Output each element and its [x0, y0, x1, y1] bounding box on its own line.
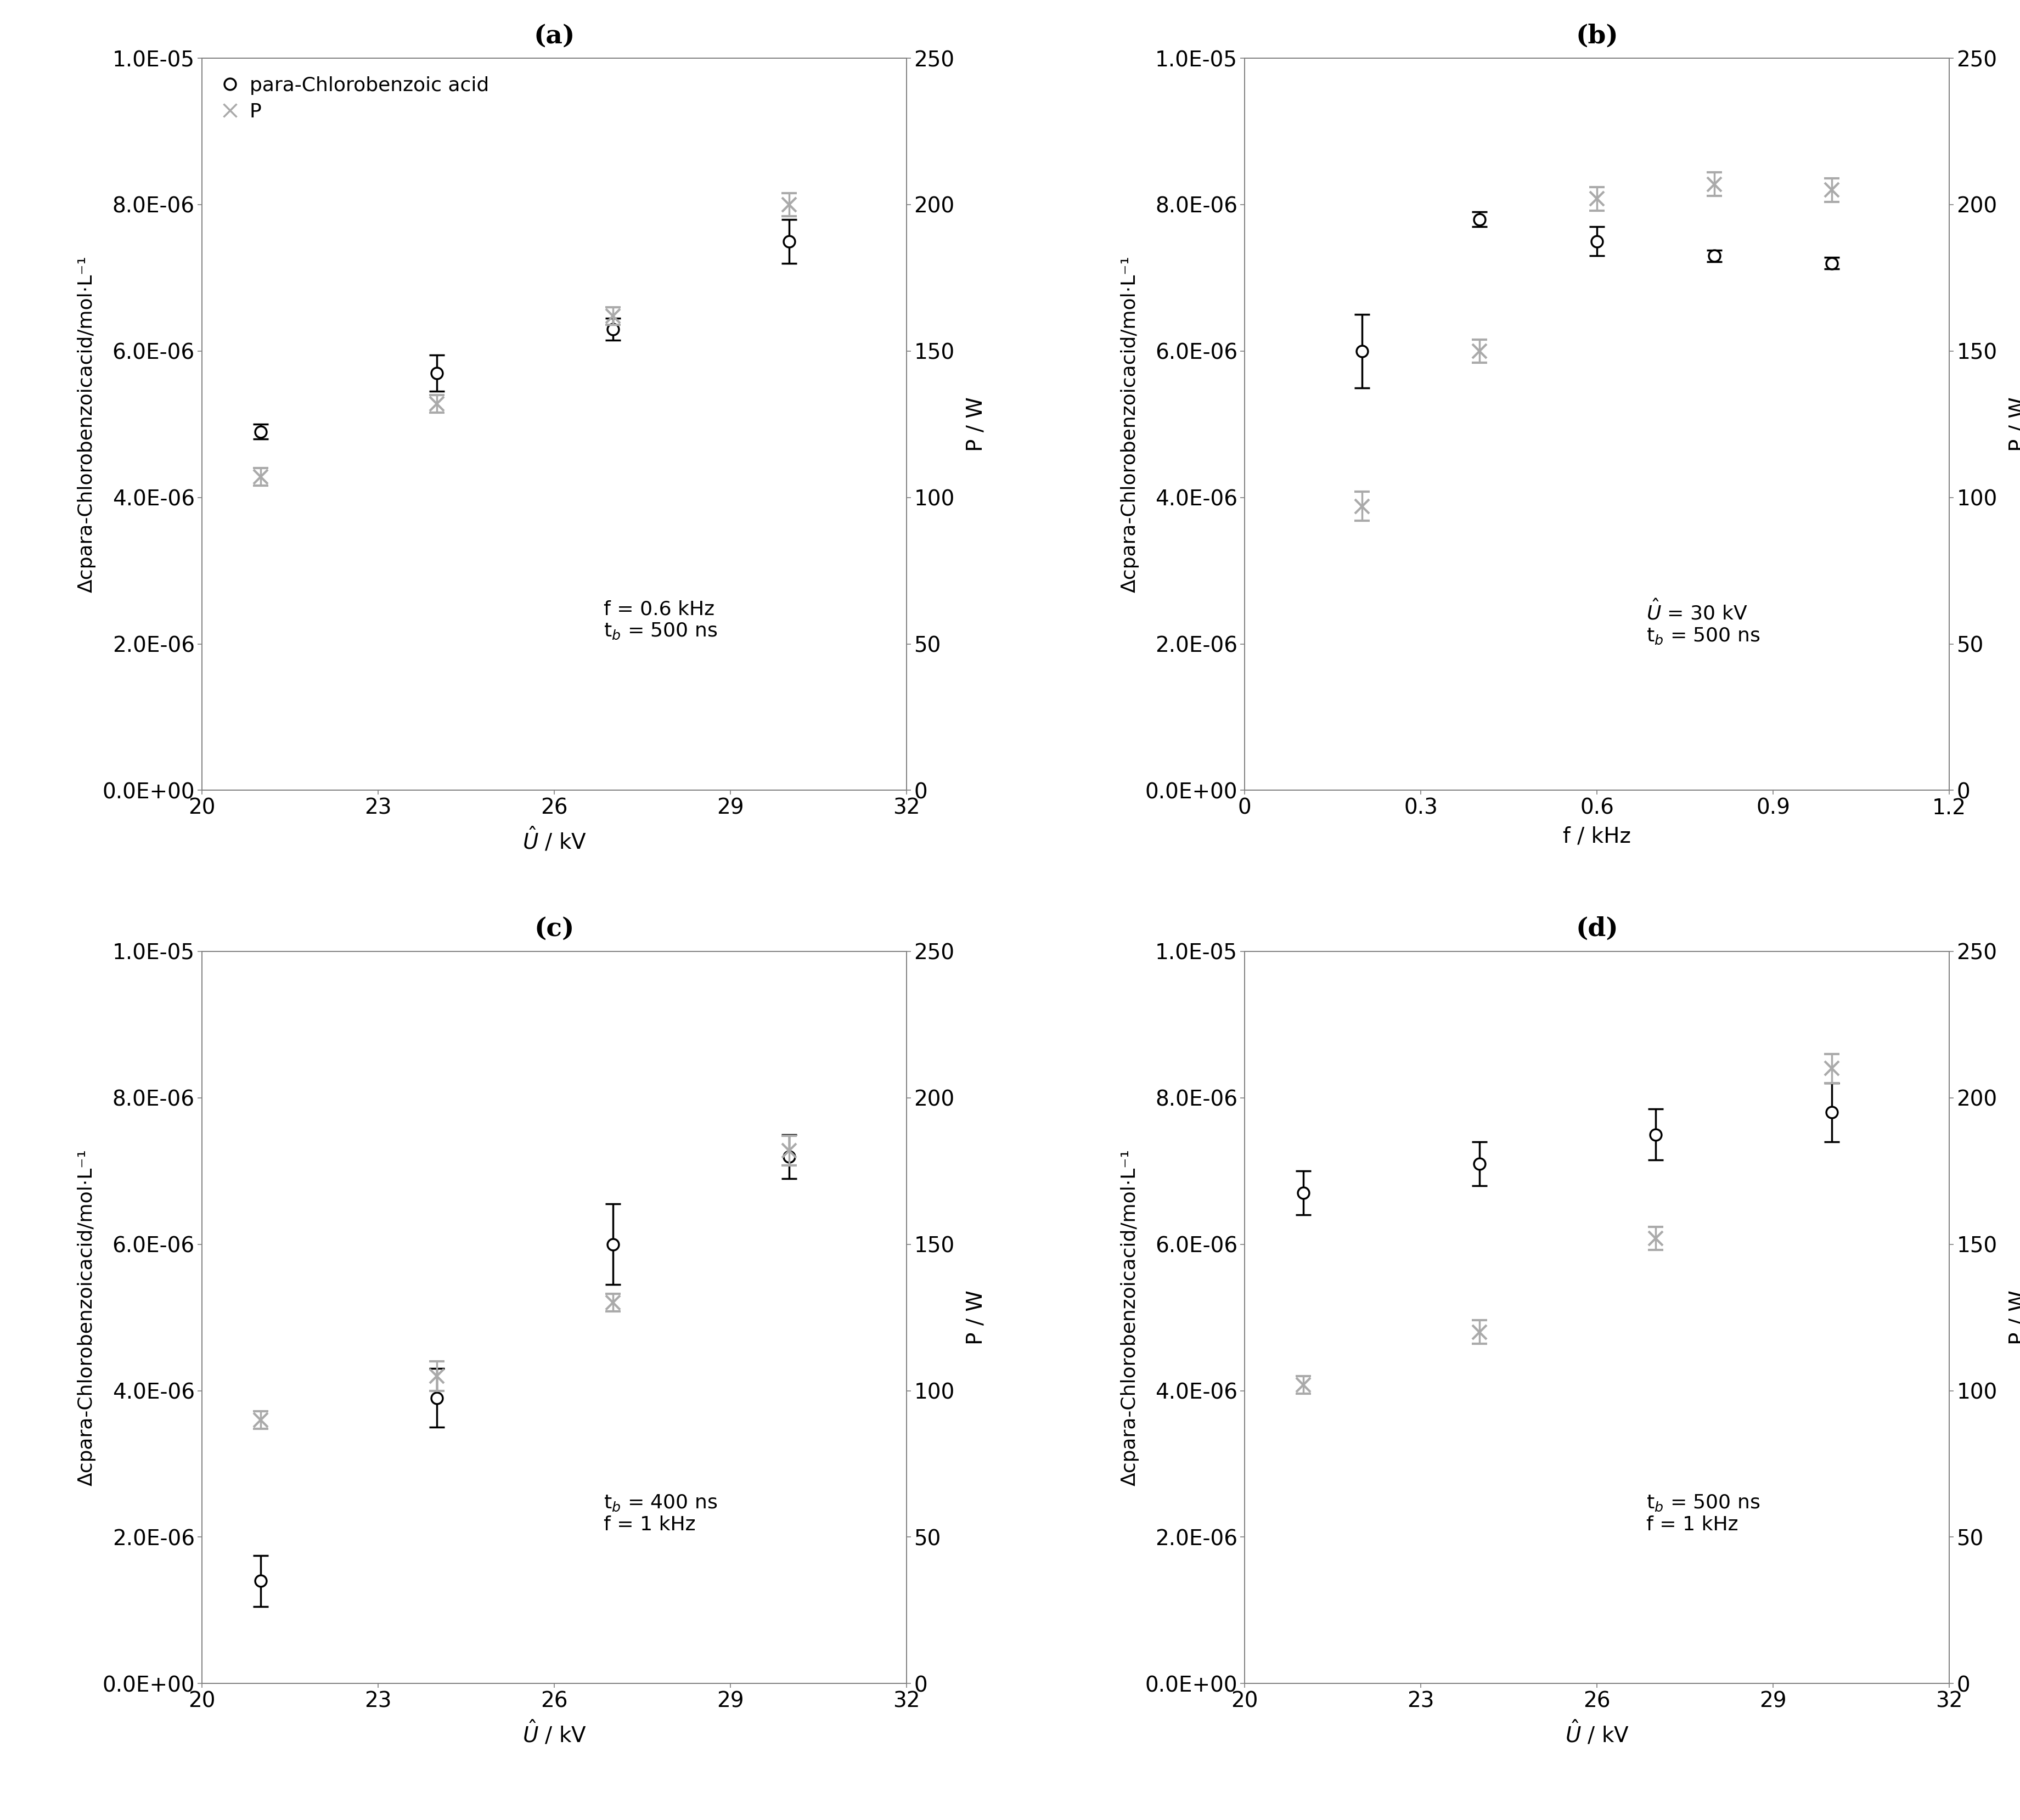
Title: (b): (b) [1576, 24, 1618, 49]
X-axis label: $\hat{U}$ / kV: $\hat{U}$ / kV [521, 826, 586, 854]
Y-axis label: Δcpara-Chlorobenzoicacid/mol·L⁻¹: Δcpara-Chlorobenzoicacid/mol·L⁻¹ [77, 257, 97, 593]
Y-axis label: Δcpara-Chlorobenzoicacid/mol·L⁻¹: Δcpara-Chlorobenzoicacid/mol·L⁻¹ [77, 1148, 97, 1485]
Text: t$_b$ = 400 ns
f = 1 kHz: t$_b$ = 400 ns f = 1 kHz [604, 1492, 717, 1534]
Y-axis label: Δcpara-Chlorobenzoicacid/mol·L⁻¹: Δcpara-Chlorobenzoicacid/mol·L⁻¹ [1121, 1148, 1139, 1485]
X-axis label: $\hat{U}$ / kV: $\hat{U}$ / kV [521, 1720, 586, 1747]
Text: t$_b$ = 500 ns
f = 1 kHz: t$_b$ = 500 ns f = 1 kHz [1646, 1492, 1759, 1534]
X-axis label: $\hat{U}$ / kV: $\hat{U}$ / kV [1566, 1720, 1630, 1747]
Title: (c): (c) [533, 917, 574, 941]
Y-axis label: P / W: P / W [966, 397, 986, 451]
Title: (a): (a) [533, 24, 576, 49]
Title: (d): (d) [1576, 917, 1618, 941]
X-axis label: f / kHz: f / kHz [1563, 826, 1630, 846]
Y-axis label: P / W: P / W [2008, 397, 2020, 451]
Text: $\hat{U}$ = 30 kV
t$_b$ = 500 ns: $\hat{U}$ = 30 kV t$_b$ = 500 ns [1646, 601, 1759, 646]
Y-axis label: Δcpara-Chlorobenzoicacid/mol·L⁻¹: Δcpara-Chlorobenzoicacid/mol·L⁻¹ [1121, 257, 1139, 593]
Y-axis label: P / W: P / W [2008, 1290, 2020, 1345]
Legend: para-Chlorobenzoic acid, P: para-Chlorobenzoic acid, P [212, 67, 497, 129]
Text: f = 0.6 kHz
t$_b$ = 500 ns: f = 0.6 kHz t$_b$ = 500 ns [604, 601, 717, 641]
Y-axis label: P / W: P / W [966, 1290, 986, 1345]
